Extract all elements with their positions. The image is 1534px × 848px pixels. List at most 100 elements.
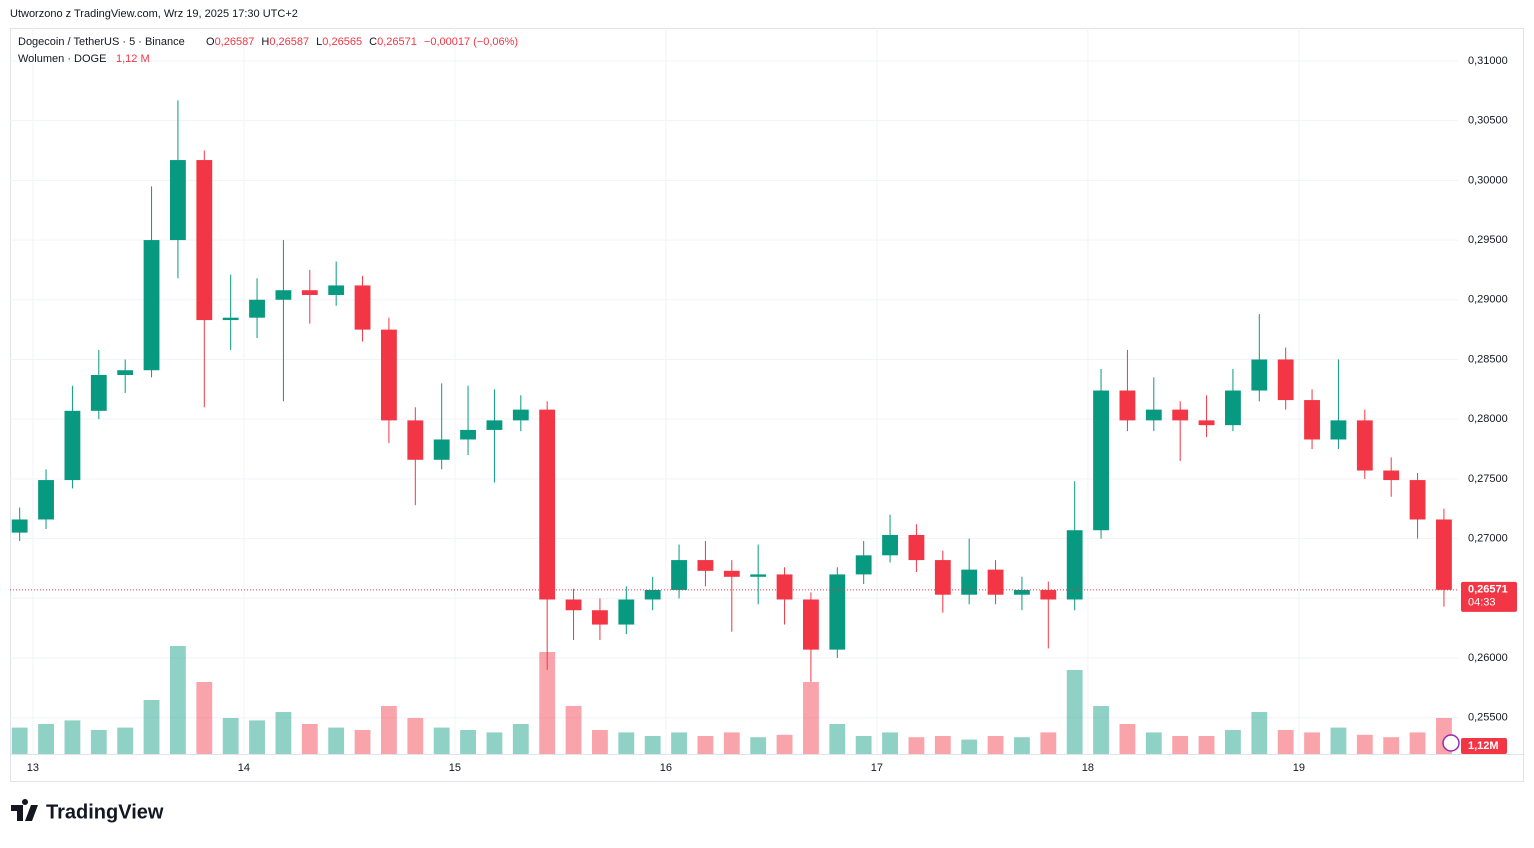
volume-bar [301,724,318,754]
candle-body [1304,400,1320,440]
volume-bar [433,727,450,754]
candle-body [328,285,345,295]
chart-frame [10,28,1524,782]
candle-body [829,574,846,650]
candle-body [750,574,767,577]
y-tick-label: 0,26000 [1468,652,1508,664]
y-tick-label: 0,27000 [1468,532,1508,544]
y-tick-label: 0,30000 [1468,174,1508,186]
volume-bar [961,739,978,754]
y-tick-label: 0,28500 [1468,353,1508,365]
x-tick-label: 19 [1293,762,1305,774]
volume-bar [1356,734,1373,754]
candle-body [1198,420,1215,426]
candle-body [64,410,81,481]
candle-body [961,569,978,595]
flash-icon [1442,734,1460,752]
volume-tag-label: 1,12M [1468,740,1499,752]
volume-bar [1093,706,1109,754]
price-tag [1461,581,1517,612]
candle-body [486,420,503,430]
candle-body [1277,359,1294,401]
candle-body [1119,390,1136,421]
volume-bar [1304,732,1320,754]
legend-label: C [369,36,377,48]
candle-body [1093,390,1109,531]
candle-body [1225,390,1241,426]
y-tick-label: 0,25500 [1468,712,1508,724]
axes: 0,255000,260000,265000,270000,275000,280… [10,55,1517,774]
volume-bar [328,727,345,754]
candle-body [776,574,793,600]
candle-body [433,439,450,460]
legend-value: 0,26587 [215,36,255,48]
volume-bar [723,732,740,754]
volume-legend: 1,12 M [116,53,150,65]
candle-body [539,409,556,600]
volume-bar [275,712,292,754]
y-tick-label: 0,27500 [1468,473,1508,485]
volume-bar [381,706,397,754]
volume-bar [1330,727,1347,754]
volume-bar [1119,724,1136,754]
candle-body [1145,409,1162,421]
volume-bar [1014,737,1030,754]
candle-body [301,290,318,295]
legend-label: L [316,36,322,48]
volume-bar [170,646,186,754]
tradingview-logo: TradingView [11,798,164,823]
volume-pane [11,646,1452,754]
x-tick-label: 18 [1082,762,1094,774]
volume-bar [1198,736,1215,754]
candle-body [117,370,134,375]
volume-bar [829,724,846,754]
volume-bar [38,724,54,754]
volume-bar [117,727,134,754]
volume-bar [11,727,28,754]
volume-bar [592,730,608,754]
volume-bar [671,732,687,754]
volume-bar [1277,730,1294,754]
volume-tag [1461,738,1507,754]
volume-bar [908,737,925,754]
legend-label: H [261,36,269,48]
volume-bar [1383,737,1400,754]
candle-body [354,285,371,330]
volume-bar [776,734,793,754]
volume-bar [618,732,635,754]
volume-bar [196,682,213,754]
candle-body [407,420,424,460]
ohlc-legend: O0,26587 H0,26587 L0,26565 C0,26571 −0,0… [206,36,518,48]
candle-body [723,570,740,577]
created-note: Utworzono z TradingView.com, Wrz 19, 202… [10,8,298,20]
candle-body [90,374,107,411]
candle-body [1409,480,1426,520]
candle-body [1066,530,1083,600]
volume-bar [512,724,529,754]
candles [11,100,1452,682]
candle-body [249,299,265,318]
logo-text: TradingView [46,801,164,823]
candle-body [1383,470,1400,481]
candle-body [11,519,28,533]
candle-body [987,569,1004,595]
candle-body [275,290,292,300]
volume-bar [143,700,160,754]
volume-bar [460,730,476,754]
volume-bar [1145,732,1162,754]
x-tick-label: 17 [871,762,883,774]
volume-bar [1172,736,1189,754]
candle-body [1330,420,1347,440]
volume-bar [1040,732,1057,754]
y-tick-label: 0,31000 [1468,55,1508,67]
x-tick-label: 14 [238,762,250,774]
volume-bar [354,730,371,754]
x-tick-label: 13 [27,762,39,774]
candle-body [1356,420,1373,471]
volume-bar [222,718,239,754]
candle-body [803,599,819,650]
volume-bar [486,732,503,754]
legend-value: 0,26587 [269,36,309,48]
